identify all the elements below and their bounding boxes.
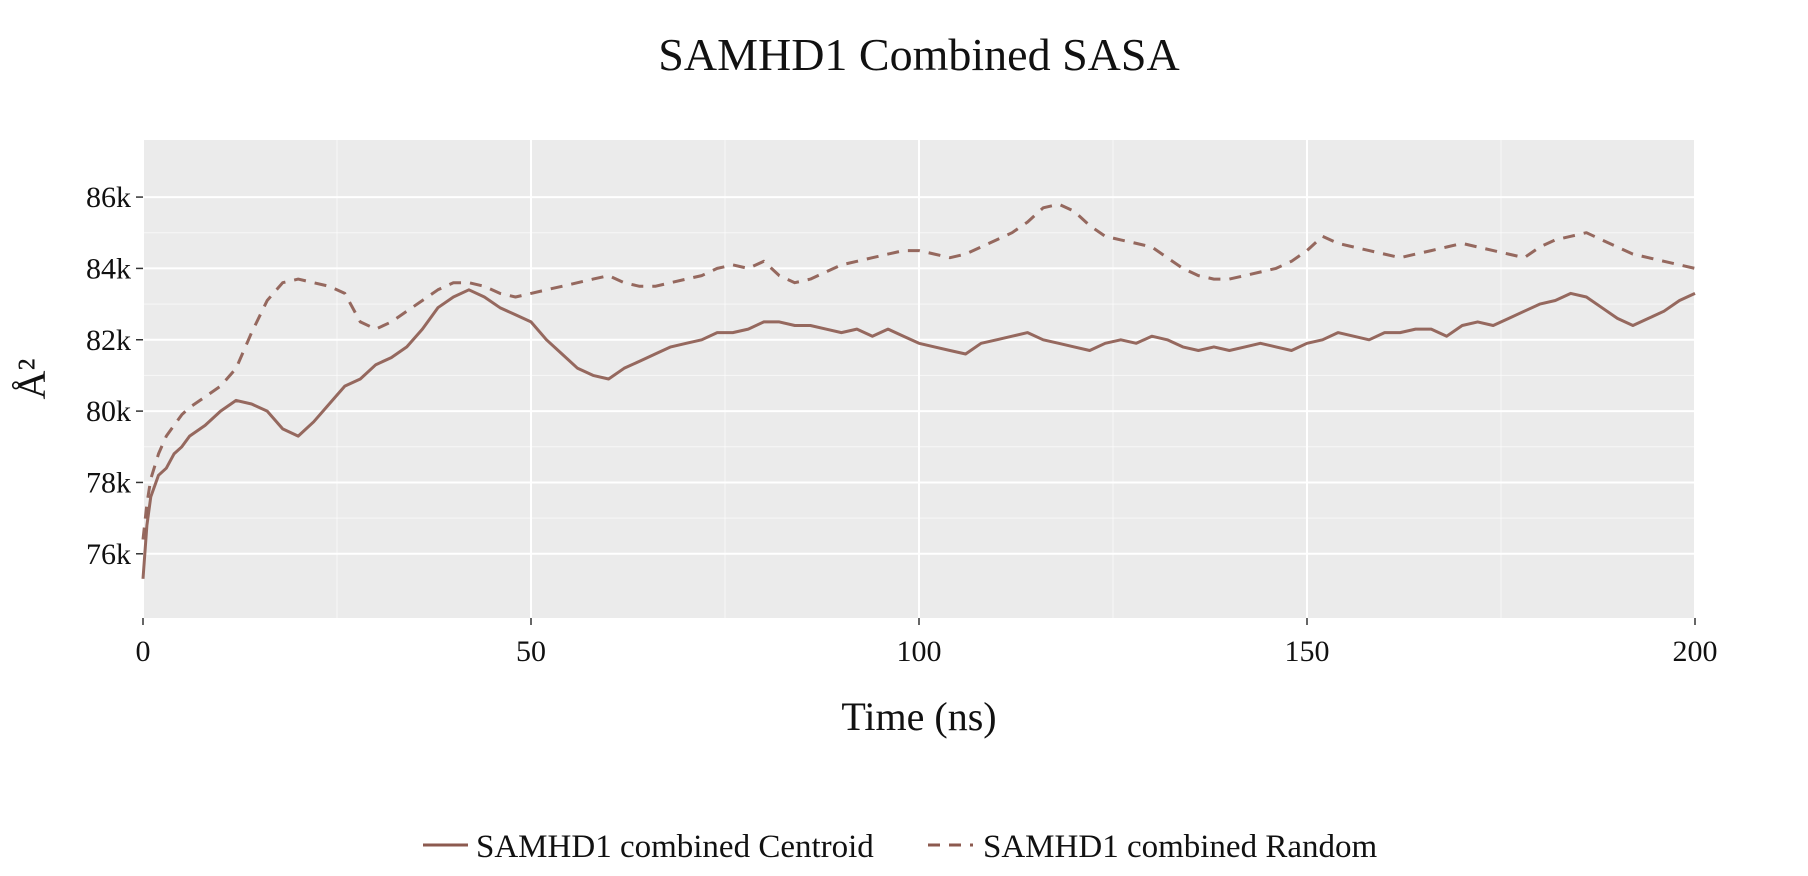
y-tick-label: 78k [86,466,131,499]
y-tick-label: 86k [86,181,131,214]
y-tick-label: 76k [86,538,131,571]
x-tick-label: 100 [897,635,942,668]
y-tick-label: 84k [86,252,131,285]
legend-label-centroid: SAMHD1 combined Centroid [476,829,874,865]
y-tick-label: 82k [86,324,131,357]
series-line-random [141,202,1696,540]
legend-label-random: SAMHD1 combined Random [983,829,1377,865]
x-tick-label: 50 [516,635,546,668]
x-axis-title: Time (ns) [841,694,996,739]
x-tick-label: 0 [136,635,151,668]
x-axis: 0 50 100 150 200 [136,618,1718,668]
y-axis-title: Å² [9,359,54,400]
x-tick-label: 200 [1673,635,1718,668]
chart-title: SAMHD1 Combined SASA [658,29,1179,80]
y-axis: 76k 78k 80k 82k 84k 86k [86,181,143,571]
grid-lines [142,140,1696,618]
series-line-centroid [141,288,1696,579]
series-lines [141,202,1696,579]
x-tick-label: 150 [1285,635,1330,668]
y-tick-label: 80k [86,395,131,428]
legend: SAMHD1 combined Centroid SAMHD1 combined… [423,829,1377,865]
